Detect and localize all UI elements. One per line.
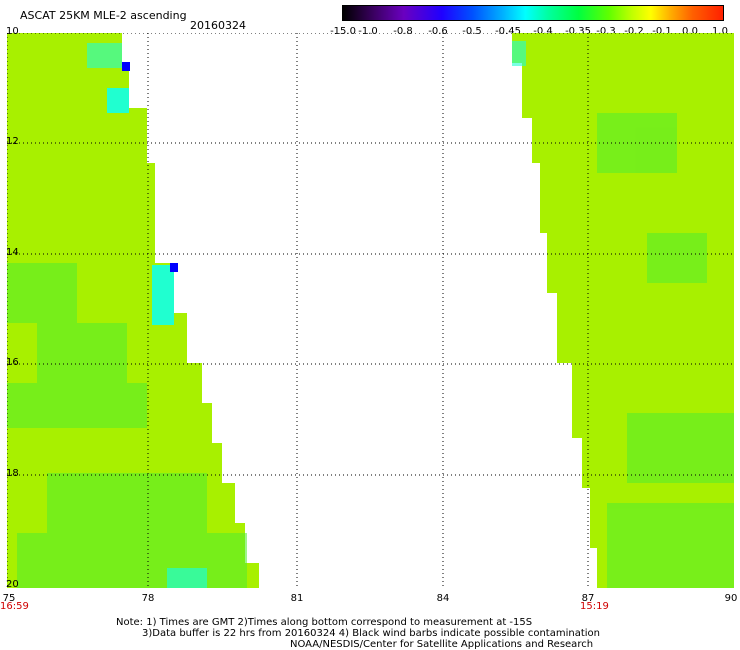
note-line-1: Note: 1) Times are GMT 2)Times along bot… [116, 617, 533, 628]
map-title: ASCAT 25KM MLE-2 ascending [20, 9, 187, 22]
x-tick-label: 81 [290, 593, 304, 604]
pass-time-right: 15:19 [580, 601, 609, 612]
swath-map [7, 33, 734, 588]
x-tick-label: 78 [141, 593, 155, 604]
outlier-pixel [122, 62, 130, 71]
colorbar-tick: 0.0 [682, 26, 698, 37]
colorbar-tick: -0.35 [565, 26, 591, 37]
x-tick-label: 75 [2, 593, 16, 604]
x-tick-label: 90 [724, 593, 738, 604]
colorbar-tick: -15.0 [330, 26, 356, 37]
y-tick-label: 12 [6, 136, 19, 147]
colorbar-tick: -0.1 [652, 26, 672, 37]
cyan-patches [87, 41, 526, 588]
y-tick-label: 14 [6, 247, 19, 258]
outlier-pixel [170, 263, 178, 272]
colorbar-tick: -0.2 [624, 26, 644, 37]
colorbar [342, 5, 724, 21]
colorbar-tick: -0.8 [393, 26, 413, 37]
colorbar-tick: -0.45 [495, 26, 521, 37]
y-tick-label: 20 [6, 579, 19, 590]
colorbar-tick: -0.3 [596, 26, 616, 37]
grid [7, 33, 734, 588]
y-tick-label: 18 [6, 468, 19, 479]
x-tick-label: 84 [436, 593, 450, 604]
left-swath [7, 33, 259, 588]
x-tick-label: 87 [581, 593, 595, 604]
colorbar-tick: -0.6 [428, 26, 448, 37]
map-date: 20160324 [190, 19, 246, 32]
y-tick-label: 10 [6, 26, 19, 37]
note-line-2: 3)Data buffer is 22 hrs from 20160324 4)… [142, 628, 600, 639]
colorbar-tick: -1.0 [358, 26, 378, 37]
pass-time-left: 16:59 [0, 601, 29, 612]
y-tick-label: 16 [6, 357, 19, 368]
colorbar-tick: 1.0 [712, 26, 728, 37]
note-line-3: NOAA/NESDIS/Center for Satellite Applica… [290, 639, 594, 650]
colorbar-tick: -0.4 [533, 26, 553, 37]
green-patches [7, 113, 734, 588]
colorbar-tick: -0.5 [462, 26, 482, 37]
